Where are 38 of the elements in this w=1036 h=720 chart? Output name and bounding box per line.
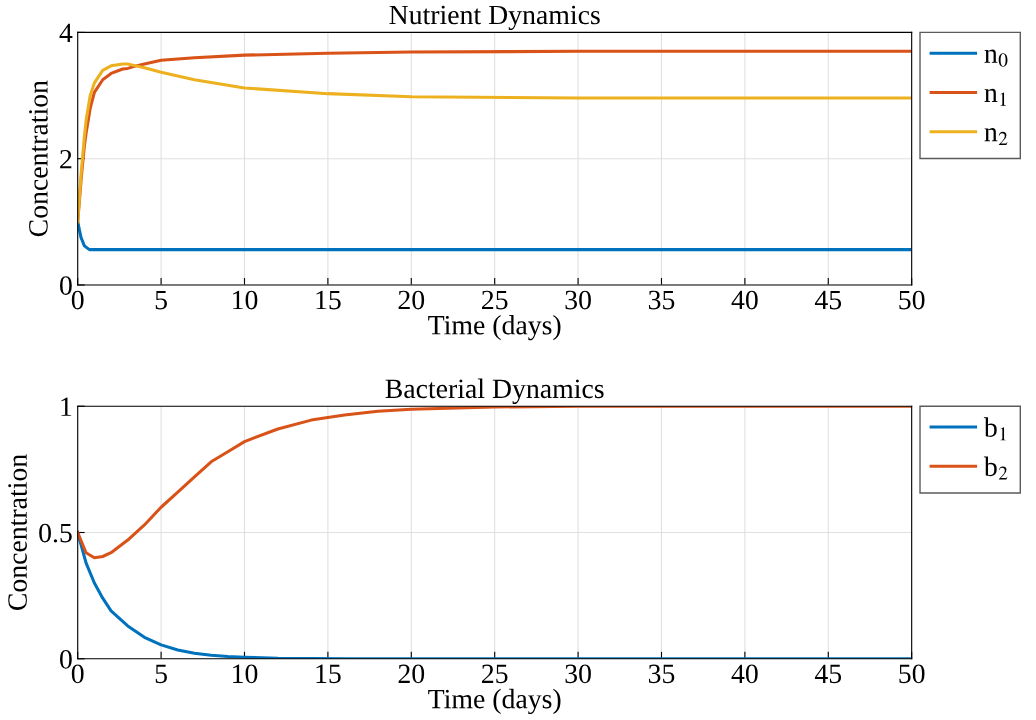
y-tick-label: 0.5	[39, 523, 72, 543]
y-tick-label: 1	[61, 397, 72, 416]
y-tick-label: 0	[60, 276, 72, 295]
legend-label: n$_{1}$	[984, 88, 1006, 106]
x-tick-label: 40	[731, 664, 758, 684]
y-axis-title: Concentration	[8, 454, 27, 611]
x-tick-label: 20	[398, 664, 425, 684]
x-tick-label: 45	[814, 664, 842, 684]
x-tick-label: 50	[899, 664, 925, 684]
legend-label: n$_{2}$	[984, 128, 1008, 145]
x-tick-label: 5	[155, 664, 167, 684]
y-axis-title: Concentration	[29, 80, 48, 237]
x-tick-label: 20	[398, 290, 425, 310]
legend-label: b$_{2}$	[983, 456, 1008, 480]
x-tick-label: 15	[316, 664, 341, 684]
x-tick-label: 15	[316, 290, 341, 310]
x-tick-label: 45	[814, 290, 842, 310]
y-tick-label: 0	[60, 649, 72, 669]
x-tick-label: 30	[565, 664, 591, 684]
legend-label: n$_{0}$	[984, 49, 1008, 67]
x-tick-label: 25	[482, 664, 508, 684]
x-tick-label: 30	[565, 290, 591, 310]
x-tick-label: 35	[648, 290, 675, 310]
y-tick-label: 2	[60, 149, 72, 169]
x-tick-label: 10	[233, 290, 258, 310]
line-series	[77, 220, 912, 252]
legend-label: b$_{1}$	[983, 417, 1006, 441]
y-tick-label: 4	[59, 23, 73, 43]
x-tick-label: 50	[899, 290, 925, 310]
chart-title: Nutrient Dynamics	[389, 5, 600, 31]
x-tick-label: 40	[731, 290, 758, 310]
x-axis-title: Time (days)	[428, 688, 561, 715]
x-tick-label: 5	[155, 290, 167, 310]
x-tick-label: 35	[648, 664, 675, 684]
x-tick-label: 25	[482, 290, 508, 310]
x-tick-label: 10	[233, 664, 258, 684]
x-axis-title: Time (days)	[428, 315, 561, 341]
chart-title: Bacterial Dynamics	[385, 378, 604, 404]
